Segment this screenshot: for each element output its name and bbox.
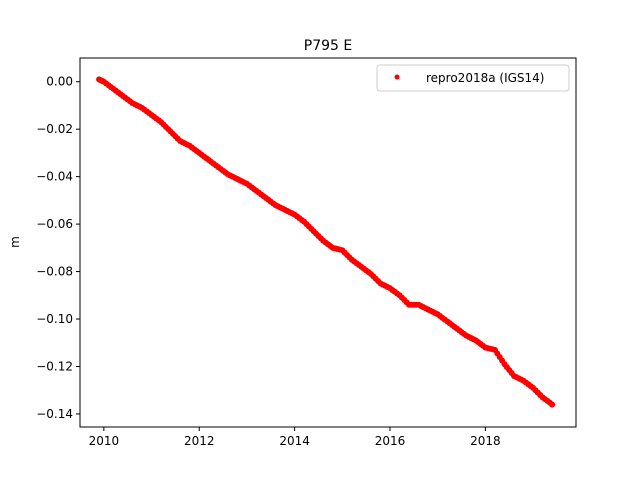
y-tick-label: −0.08 (36, 265, 73, 279)
data-point (549, 401, 556, 408)
x-tick-label: 2016 (375, 434, 406, 448)
y-tick-label: 0.00 (46, 75, 73, 89)
legend: repro2018a (IGS14) (376, 64, 570, 92)
x-tick-label: 2018 (470, 434, 501, 448)
x-tick-label: 2014 (279, 434, 310, 448)
y-axis: 0.00 −0.02 −0.04 −0.06 −0.08 −0.10 −0.12 −0.14 (36, 75, 80, 421)
y-tick-label: −0.04 (36, 170, 73, 184)
y-tick-label: −0.02 (36, 122, 73, 136)
y-axis-label: m (8, 236, 22, 248)
x-tick-label: 2010 (89, 434, 120, 448)
x-axis: 2010 2012 2014 2016 2018 (89, 427, 501, 448)
data-points (96, 76, 556, 408)
legend-label: repro2018a (IGS14) (426, 71, 544, 85)
y-tick-label: −0.10 (36, 312, 73, 326)
y-tick-label: −0.06 (36, 217, 73, 231)
legend-box (376, 64, 570, 92)
legend-marker (394, 74, 400, 80)
axes-frame (79, 57, 577, 428)
y-tick-label: −0.14 (36, 407, 73, 421)
y-tick-label: −0.12 (36, 359, 73, 373)
chart-title: P795 E (304, 38, 352, 54)
x-tick-label: 2012 (184, 434, 215, 448)
